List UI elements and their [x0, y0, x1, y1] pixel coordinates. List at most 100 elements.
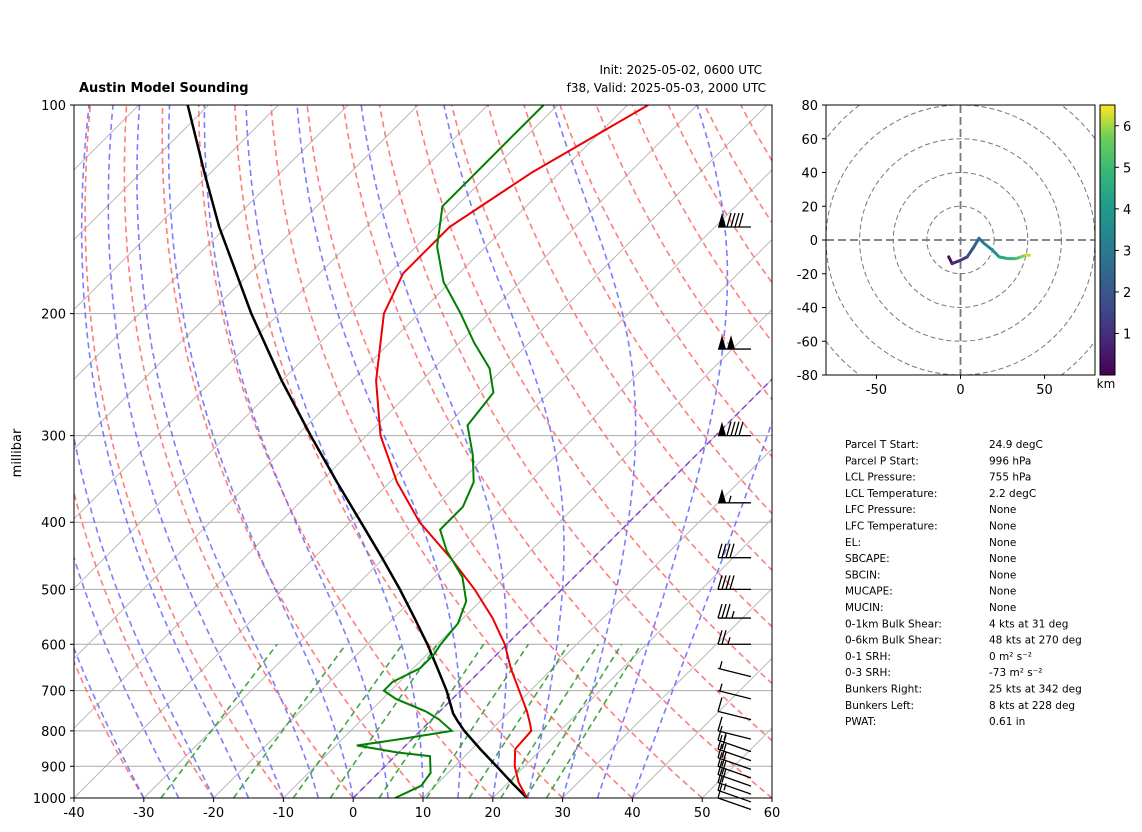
- isotherm-line: [632, 657, 772, 798]
- hodo-y-tick-label: 80: [801, 99, 818, 114]
- parameter-label: Bunkers Right:: [845, 684, 922, 696]
- mixing-ratio-line: [425, 643, 530, 798]
- mixing-ratio-line: [292, 643, 404, 798]
- barb-full: [721, 603, 727, 619]
- hodo-x-tick-label: 50: [1036, 383, 1053, 398]
- parameter-value: None: [989, 586, 1016, 598]
- mixing-ratio-line: [545, 643, 642, 798]
- y-tick-label: 300: [41, 430, 66, 445]
- x-tick-label: -40: [63, 806, 84, 821]
- wind-barb: [718, 421, 751, 437]
- hodo-y-tick-label: -80: [797, 369, 818, 384]
- dry-adiabat-line: [450, 105, 772, 628]
- isotherm-line: [74, 105, 628, 660]
- barb-full: [717, 716, 723, 732]
- parcel-profile-line: [186, 105, 528, 798]
- isotherm-line: [213, 238, 772, 798]
- barb-flag: [718, 213, 726, 228]
- colorbar-axes: 1 2 3 4 5 6: [1115, 120, 1131, 342]
- moist-adiabat-line: [80, 105, 250, 798]
- hodograph-trace: [947, 236, 1031, 266]
- hodograph-segment: [990, 248, 1001, 259]
- dry-adiabat-line: [777, 105, 1142, 798]
- parameter-label: MUCAPE:: [845, 586, 893, 598]
- dry-adiabat-line: [74, 489, 215, 798]
- barb-full: [734, 421, 740, 436]
- hodo-y-tick-label: 0: [810, 234, 818, 249]
- init-time: Init: 2025-05-02, 0600 UTC: [599, 63, 762, 77]
- isotherm-line: [283, 308, 772, 798]
- dry-adiabat-line: [84, 105, 285, 798]
- barb-staff: [717, 765, 752, 779]
- moist-adiabat-line: [596, 105, 729, 798]
- hodograph-axes: -50 0 50 -80 -60 -40 -20 0 20 40 60 80: [797, 99, 1053, 398]
- mixing-ratio-line: [468, 643, 570, 798]
- barb-flag: [718, 335, 726, 350]
- parameter-value: 2.2 degC: [989, 488, 1036, 500]
- barb-full: [738, 212, 744, 228]
- isotherm-line: [771, 797, 772, 798]
- parameter-label: SBCIN:: [845, 569, 881, 581]
- wind-barbs: [717, 212, 752, 811]
- parameter-value: None: [989, 602, 1016, 614]
- barb-full: [738, 421, 744, 436]
- barb-full: [721, 575, 727, 590]
- dewpoint-profile-line: [356, 105, 545, 798]
- barb-full: [729, 575, 735, 590]
- parameter-label: 0-6km Bulk Shear:: [845, 635, 942, 647]
- valid-time: f38, Valid: 2025-05-03, 2000 UTC: [567, 81, 766, 95]
- barb-full: [717, 697, 723, 712]
- moist-adiabat-line: [443, 105, 565, 798]
- isotherm-line: [74, 105, 768, 798]
- hodo-y-tick-label: 60: [801, 133, 818, 148]
- parameter-label: LFC Temperature:: [845, 521, 938, 533]
- skewt-profiles: [186, 105, 649, 798]
- chart-title: Austin Model Sounding: [79, 81, 249, 96]
- isotherm-line: [74, 105, 349, 380]
- moist-adiabat-line: [107, 105, 285, 798]
- y-tick-label: 900: [41, 760, 66, 775]
- parameter-label: Parcel T Start:: [845, 439, 919, 451]
- colorbar-tick-label: 4: [1123, 203, 1131, 218]
- dry-adiabat-line: [523, 105, 772, 515]
- isotherm-line: [74, 105, 489, 520]
- parameter-label: MUCIN:: [845, 602, 884, 614]
- parameter-value: -73 m² s⁻²: [989, 667, 1042, 679]
- x-tick-label: 10: [415, 806, 432, 821]
- barb-full: [717, 725, 723, 741]
- barb-half: [719, 661, 723, 669]
- x-tick-label: 20: [485, 806, 502, 821]
- barb-staff: [717, 690, 752, 700]
- barb-flag: [718, 421, 726, 436]
- dry-adiabat-line: [342, 105, 772, 798]
- moist-adiabat-line: [74, 646, 145, 798]
- parameter-value: 4 kts at 31 deg: [989, 618, 1068, 630]
- colorbar-label: km: [1097, 377, 1116, 391]
- y-tick-label: 200: [41, 308, 66, 323]
- y-tick-label: 500: [41, 583, 66, 598]
- y-axis-label: millibar: [10, 428, 25, 477]
- barb-staff: [717, 748, 752, 762]
- barb-flag: [727, 335, 735, 350]
- barb-half: [723, 732, 727, 741]
- barb-full: [721, 760, 727, 775]
- parameter-value: None: [989, 521, 1016, 533]
- barb-half: [731, 610, 735, 619]
- barb-full: [725, 575, 731, 590]
- hodograph-segment: [982, 241, 994, 252]
- hodo-y-tick-label: -40: [797, 302, 818, 317]
- parameter-value: 755 hPa: [989, 472, 1031, 484]
- isotherm-line: [74, 105, 698, 729]
- hodograph-grid: [826, 105, 1095, 375]
- barb-half: [727, 637, 731, 645]
- wind-barb: [717, 543, 751, 559]
- parameter-label: LFC Pressure:: [845, 504, 916, 516]
- moist-adiabat-line: [552, 105, 637, 798]
- barb-full: [717, 752, 723, 767]
- barb-full: [717, 603, 723, 619]
- barb-full: [730, 212, 736, 228]
- barb-staff: [717, 789, 752, 803]
- y-tick-label: 1000: [33, 792, 66, 807]
- barb-staff: [717, 710, 752, 721]
- x-tick-label: -10: [273, 806, 294, 821]
